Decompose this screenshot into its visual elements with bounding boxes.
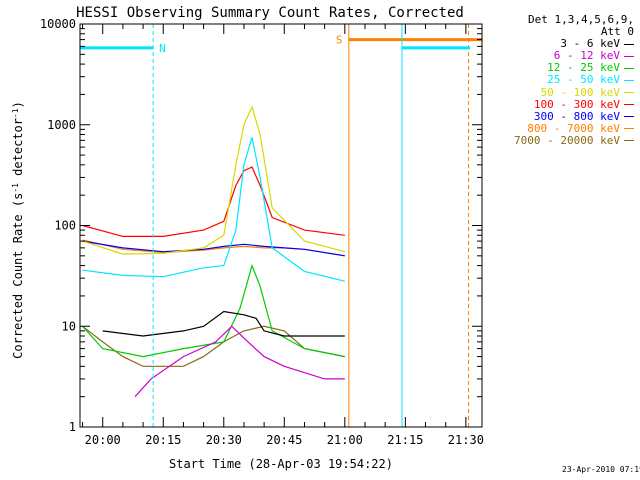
x-tick-label: 20:45 [266,433,302,447]
legend-label: 300 - 800 keV [533,109,620,123]
legend-item: 50 - 100 keV [486,85,634,99]
x-tick-label: 20:00 [85,433,121,447]
x-tick-label: 21:00 [327,433,363,447]
legend-label: 7000 - 20000 keV [514,133,620,147]
legend-swatch [624,116,634,118]
y-axis-label: Corrected Count Rate (s-1 detector-1) [11,101,26,359]
series-line-12-25-kev [82,263,345,358]
x-tick-label: 21:15 [387,433,423,447]
legend-swatch [624,43,634,45]
date-stamp: 23-Apr-2010 07:19 [562,465,640,474]
axes-layer: 1 10 100 1000 10000 20:00 20:15 20:30 20:45 21:00… [40,17,484,447]
series-line-3-6-kev [102,310,345,337]
legend-item: 25 - 50 keV [486,74,634,86]
legend-item: 3 - 6 keV [486,38,634,50]
x-axis-label: Start Time (28-Apr-03 19:54:22) [169,457,393,471]
legend-item: 12 - 25 keV [486,62,634,74]
series-line-100-300-kev [82,166,345,237]
legend-swatch [624,80,634,82]
legend-item: 7000 - 20000 keV [486,133,634,147]
y-tick-label: 1000 [47,118,76,132]
chart-title: HESSI Observing Summary Count Rates, Cor… [76,5,464,21]
legend-label: 6 - 12 keV [553,49,620,63]
legend-label: 100 - 300 keV [533,97,620,111]
legend-label: 800 - 7000 keV [527,121,620,135]
legend: Det 1,3,4,5,6,9, Att 0 3 - 6 keV 6 - 12 k… [486,13,634,147]
series-line-6-12-kev [134,325,345,398]
legend-swatch [624,55,634,57]
marker-S-label: S [336,34,343,47]
y-tick-label: 10 [62,319,76,333]
legend-swatch [624,128,634,130]
legend-item: 6 - 12 keV [486,50,634,62]
y-tick-label: 1 [69,420,76,434]
legend-info-attenuator: Att 0 [600,25,634,39]
legend-label: 12 - 25 keV [547,61,620,75]
y-tick-label: 10000 [40,17,76,31]
legend-swatch [624,92,634,94]
legend-swatch [624,67,634,69]
series-line-7000-20000-kev [82,325,345,367]
y-axis-label-sup1: -1 [11,183,20,193]
series-line-25-50-kev [82,137,345,282]
x-tick-label: 20:30 [206,433,242,447]
x-tick-label: 21:30 [448,433,484,447]
plot-frame [79,23,483,428]
marker-N-label: N [159,42,166,55]
series-line-50-100-kev [82,105,345,255]
data-layer: NS [79,24,482,427]
legend-label: 25 - 50 keV [547,73,620,87]
legend-swatch [624,104,634,106]
legend-item: 100 - 300 keV [486,97,634,111]
legend-info-detectors: Det 1,3,4,5,6,9, [528,13,634,26]
legend-swatch [624,140,634,142]
legend-label: 50 - 100 keV [540,85,620,99]
legend-item: 800 - 7000 keV [486,121,634,135]
x-tick-label: 20:15 [145,433,181,447]
series-line-300-800-kev [82,240,345,257]
y-tick-label: 100 [54,219,76,233]
legend-label: 3 - 6 keV [560,37,620,51]
legend-item: 300 - 800 keV [486,109,634,123]
y-axis-label-sup2: -1 [11,108,20,118]
